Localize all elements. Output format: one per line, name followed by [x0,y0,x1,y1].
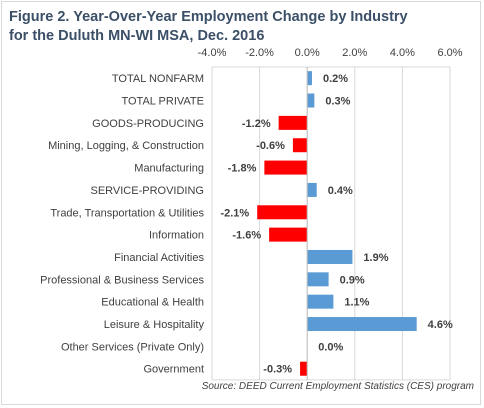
chart-title-line-2: for the Duluth MN-WI MSA, Dec. 2016 [9,28,265,44]
data-label: 0.4% [328,185,353,197]
data-label: -1.6% [232,230,261,242]
bar-negative [264,160,308,175]
data-label: 4.6% [428,319,453,331]
source-note: Source: DEED Current Employment Statisti… [201,381,474,392]
chart-title: Figure 2. Year-Over-Year Employment Chan… [9,8,408,46]
bar-positive [307,317,417,332]
data-label: -0.3% [263,364,292,376]
bar-negative [257,205,308,220]
tick-label: -2.0% [245,47,274,59]
bar-negative [300,361,308,376]
data-label: 0.0% [318,341,343,353]
category-label: Financial Activities [114,252,204,264]
category-label: TOTAL NONFARM [112,73,204,85]
data-label: -2.1% [220,207,249,219]
data-label: -0.6% [256,140,285,152]
data-label: -1.2% [242,118,271,130]
bar-positive [307,182,317,197]
category-label: Other Services (Private Only) [61,341,204,353]
category-label: SERVICE-PROVIDING [91,185,205,197]
category-label: Manufacturing [134,163,204,175]
category-label: Government [143,364,204,376]
tick-label: 0.0% [295,47,320,59]
data-label: -1.8% [228,163,257,175]
category-label: Educational & Health [101,297,204,309]
bar-positive [307,272,329,287]
data-label: 0.3% [325,96,350,108]
data-label: 0.9% [340,274,365,286]
bar-positive [307,294,334,309]
bar-negative [278,115,308,130]
data-label: 1.9% [363,252,388,264]
data-label: 0.2% [323,73,348,85]
tick-label: 2.0% [342,47,367,59]
data-label: 1.1% [344,297,369,309]
tick-label: -4.0% [198,47,227,59]
bar-negative [292,138,308,153]
category-label: Professional & Business Services [40,274,204,286]
bar-positive [307,93,315,108]
category-label: Information [149,230,204,242]
bar-positive [307,249,353,264]
tick-label: 4.0% [390,47,415,59]
category-label: GOODS-PRODUCING [92,118,204,130]
tick-label: 6.0% [437,47,462,59]
category-label: TOTAL PRIVATE [121,96,204,108]
chart-title-line-1: Figure 2. Year-Over-Year Employment Chan… [9,9,408,25]
category-label: Trade, Transportation & Utilities [50,207,204,219]
category-label: Leisure & Hospitality [104,319,205,331]
bar-negative [269,227,308,242]
category-label: Mining, Logging, & Construction [48,140,204,152]
bar-positive [307,71,312,86]
